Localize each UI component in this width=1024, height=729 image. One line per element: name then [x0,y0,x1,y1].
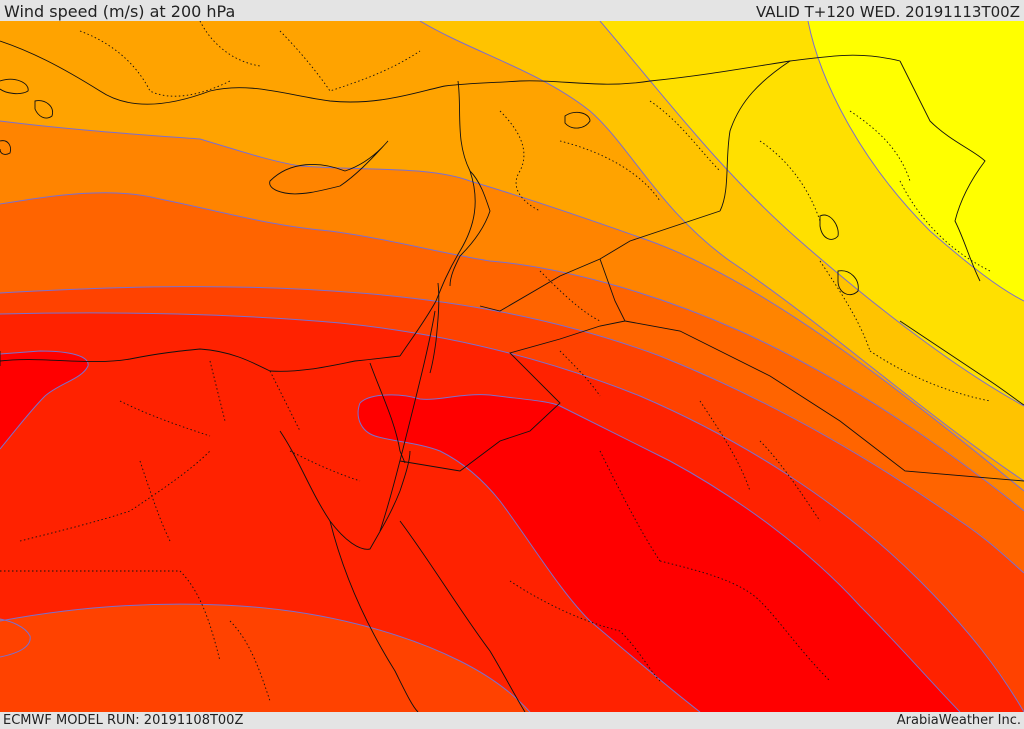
national-borders [0,54,1024,482]
admin-borders [0,21,991,702]
map-canvas [0,21,1024,712]
wind-speed-map-svg [0,21,1024,712]
isotach-contours [0,21,1024,712]
header-bar: Wind speed (m/s) at 200 hPa VALID T+120 … [0,0,1024,21]
credit-label: ArabiaWeather Inc. [896,713,1021,728]
coastlines [0,40,1024,712]
model-run-label: ECMWF MODEL RUN: 20191108T00Z [3,713,244,728]
slower-zone-southwest [0,604,530,712]
jet-core-main [358,394,960,712]
footer-bar: ECMWF MODEL RUN: 20191108T00Z ArabiaWeat… [0,712,1024,729]
jet-core-west [0,351,89,449]
valid-time-label: VALID T+120 WED. 20191113T00Z [755,3,1020,21]
map-title: Wind speed (m/s) at 200 hPa [4,2,236,21]
